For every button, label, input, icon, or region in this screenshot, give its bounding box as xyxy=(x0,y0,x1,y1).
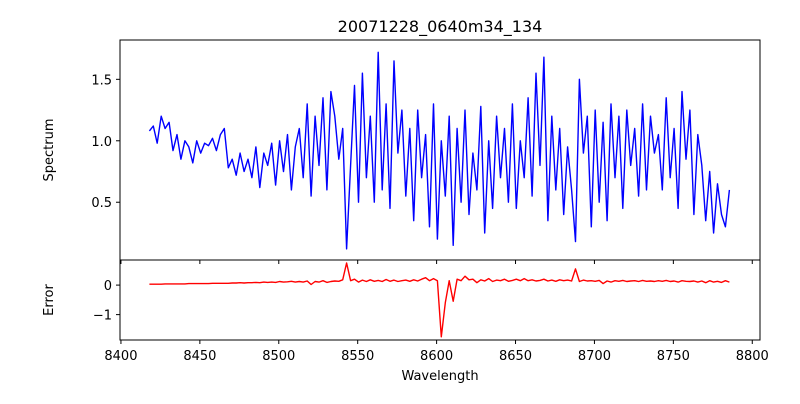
xtick-label: 8650 xyxy=(499,349,532,364)
xtick-label: 8800 xyxy=(736,349,769,364)
xtick-label: 8750 xyxy=(657,349,690,364)
xtick-label: 8700 xyxy=(578,349,611,364)
xtick-label: 8600 xyxy=(420,349,453,364)
error-ytick-label: 0 xyxy=(104,279,112,294)
chart-title: 20071228_0640m34_134 xyxy=(338,17,543,37)
xtick-label: 8400 xyxy=(104,349,137,364)
xtick-label: 8500 xyxy=(262,349,295,364)
spectrum-ytick-label: 1.5 xyxy=(91,73,112,88)
error-frame xyxy=(119,259,761,341)
spectrum-ylabel: Spectrum xyxy=(42,119,57,182)
error-line xyxy=(149,262,730,338)
spectrum-axes: 0.5 1.0 1.5 xyxy=(91,39,761,264)
spectrum-ytick-label: 1.0 xyxy=(91,135,112,150)
x-axis-label: Wavelength xyxy=(401,369,478,384)
error-axes: 0 −1 8400 8450 8500 8550 8600 8650 8700 8750 8800 xyxy=(93,259,769,364)
xtick-label: 8450 xyxy=(183,349,216,364)
error-ytick-label: −1 xyxy=(93,309,112,324)
xtick-label: 8550 xyxy=(341,349,374,364)
spectrum-line xyxy=(148,51,731,250)
error-ylabel: Error xyxy=(42,284,57,316)
spectrum-ytick-label: 0.5 xyxy=(91,196,112,211)
